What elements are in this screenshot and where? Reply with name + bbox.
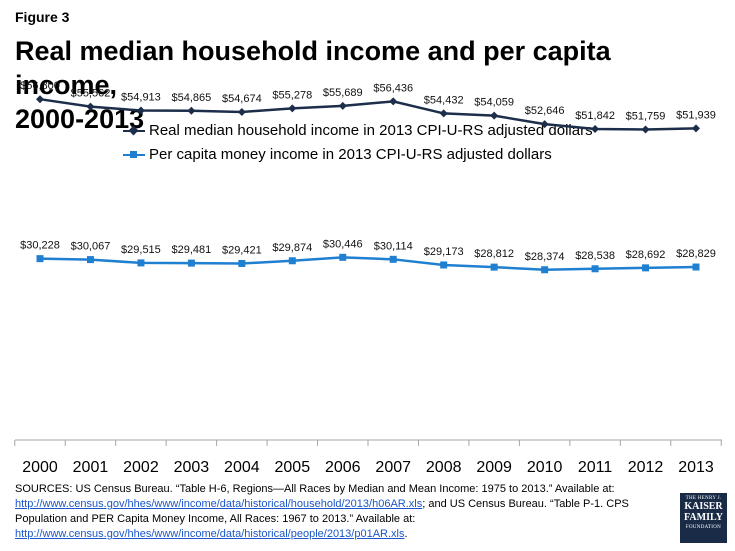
data-label: $54,674 — [222, 93, 262, 105]
sources-text-1: SOURCES: US Census Bureau. “Table H-6, R… — [15, 483, 615, 495]
data-point-square — [238, 259, 246, 267]
data-point-diamond — [36, 95, 44, 104]
data-point-diamond — [591, 124, 600, 133]
data-label: $30,446 — [323, 238, 363, 250]
data-point-square — [36, 255, 44, 263]
x-tick-label: 2002 — [123, 459, 159, 476]
legend-label-household: Real median household income in 2013 CPI… — [149, 122, 593, 139]
data-point-diamond — [187, 106, 196, 115]
data-label: $55,689 — [323, 87, 363, 99]
data-label: $30,067 — [71, 241, 111, 253]
data-point-square — [137, 259, 145, 267]
data-label: $28,692 — [626, 249, 666, 261]
data-label: $28,812 — [474, 248, 514, 260]
series-household-income: $56,800 $55,562 $54,913 $54,865 $54,674 $55,2… — [20, 80, 716, 134]
x-tick-label: 2008 — [426, 459, 462, 476]
x-tick-label: 2001 — [73, 459, 109, 476]
data-point-square — [440, 261, 448, 269]
data-label: $29,421 — [222, 244, 262, 256]
data-point-diamond — [692, 124, 700, 133]
data-label: $29,173 — [424, 246, 464, 258]
kaiser-family-foundation-logo: THE HENRY J. KAISER FAMILY FOUNDATION — [680, 493, 727, 543]
data-point-square — [339, 253, 347, 261]
data-point-square — [389, 255, 397, 263]
legend-item-household: Real median household income in 2013 CPI… — [123, 119, 593, 143]
x-tick-label: 2013 — [678, 459, 714, 476]
logo-line-2: KAISER — [684, 501, 723, 512]
data-label: $51,842 — [575, 110, 615, 122]
data-label: $30,228 — [20, 240, 60, 252]
data-point-square — [490, 263, 498, 271]
legend-square-marker-icon — [123, 150, 145, 160]
data-label: $29,515 — [121, 244, 161, 256]
data-point-square — [591, 265, 599, 273]
data-label: $51,759 — [626, 110, 666, 122]
sources-note: SOURCES: US Census Bureau. “Table H-6, R… — [15, 482, 670, 542]
data-point-square — [288, 257, 296, 265]
data-point-square — [642, 264, 650, 272]
data-point-square — [692, 263, 700, 271]
x-tick-label: 2000 — [22, 459, 58, 476]
data-point-square — [86, 256, 94, 264]
data-label: $28,538 — [575, 250, 615, 262]
data-point-square — [187, 259, 195, 267]
line-chart: 2000 2001 2002 2003 2004 2005 2006 2007 2008 2009… — [14, 80, 722, 476]
data-point-diamond — [439, 109, 448, 118]
data-point-diamond — [288, 104, 297, 113]
source-link-people[interactable]: http://www.census.gov/hhes/www/income/da… — [15, 528, 405, 540]
legend-diamond-marker-icon — [123, 125, 145, 136]
data-point-diamond — [338, 101, 347, 110]
x-tick-label: 2003 — [174, 459, 210, 476]
data-label: $52,646 — [525, 105, 565, 117]
data-label: $54,913 — [121, 92, 161, 104]
data-label: $28,374 — [525, 251, 565, 263]
logo-line-1: THE HENRY J. — [685, 496, 722, 501]
sources-text-2: ; and US Census Bureau. “Table P-1. CPS … — [15, 498, 629, 525]
figure-label: Figure 3 — [15, 9, 70, 25]
chart-title: Real median household income and per cap… — [15, 34, 715, 136]
data-label: $55,278 — [272, 89, 312, 101]
data-point-diamond — [389, 97, 398, 106]
data-label: $56,436 — [373, 82, 413, 94]
data-point-diamond — [136, 106, 145, 115]
data-label: $54,432 — [424, 94, 464, 106]
source-link-household[interactable]: http://www.census.gov/hhes/www/income/da… — [15, 498, 423, 510]
x-tick-label: 2009 — [476, 459, 512, 476]
logo-line-3: FAMILY — [684, 512, 723, 523]
legend-item-per-capita: Per capita money income in 2013 CPI-U-RS… — [123, 143, 593, 167]
data-label: $56,800 — [20, 80, 60, 92]
data-label: $29,874 — [272, 242, 312, 254]
data-label: $55,562 — [71, 88, 111, 100]
data-point-diamond — [237, 107, 246, 116]
data-label: $29,481 — [172, 244, 212, 256]
series-line — [39, 97, 697, 131]
x-axis-labels: 2000 2001 2002 2003 2004 2005 2006 2007 2008 2009… — [22, 459, 714, 476]
data-label: $51,939 — [676, 109, 716, 121]
chart-title-line-1: Real median household income and per cap… — [15, 36, 611, 100]
chart-legend: Real median household income in 2013 CPI… — [123, 119, 593, 167]
x-tick-label: 2011 — [578, 459, 613, 476]
data-point-diamond — [540, 120, 549, 129]
x-tick-label: 2004 — [224, 459, 260, 476]
data-label: $30,114 — [374, 240, 413, 252]
x-tick-label: 2006 — [325, 459, 361, 476]
series-line — [39, 256, 697, 272]
data-label: $28,829 — [676, 248, 716, 260]
x-tick-label: 2005 — [275, 459, 311, 476]
series-per-capita-income: $30,228 $30,067 $29,515 $29,481 $29,421 $29,8… — [20, 238, 716, 274]
x-tick-label: 2012 — [628, 459, 664, 476]
x-tick-label: 2007 — [375, 459, 411, 476]
legend-label-per-capita: Per capita money income in 2013 CPI-U-RS… — [149, 146, 552, 163]
data-label: $54,059 — [474, 97, 514, 109]
data-point-diamond — [490, 111, 499, 120]
data-point-diamond — [86, 102, 95, 111]
data-point-square — [541, 266, 549, 274]
logo-line-4: FOUNDATION — [685, 525, 722, 530]
sources-text-3: . — [404, 528, 408, 540]
data-point-diamond — [641, 125, 650, 134]
x-axis-tick-marks — [14, 440, 722, 446]
x-tick-label: 2010 — [527, 459, 563, 476]
data-label: $54,865 — [172, 92, 212, 104]
